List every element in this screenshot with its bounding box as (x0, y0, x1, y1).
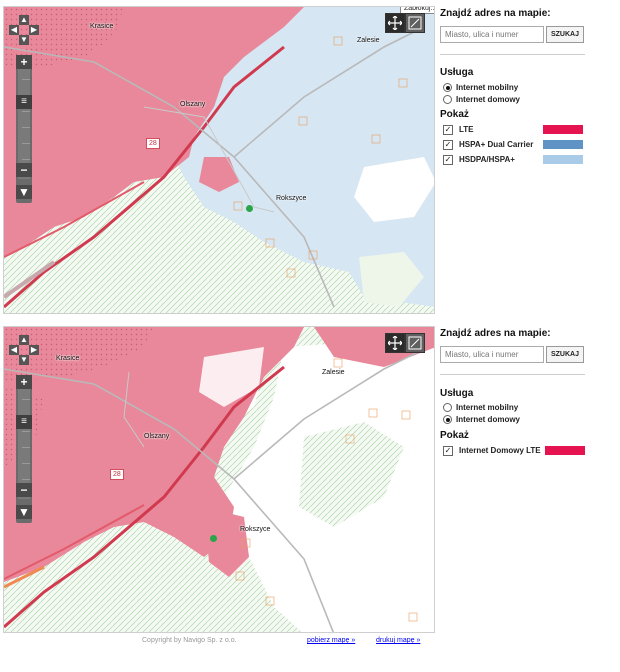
place-label-rokszyce: Rokszyce (240, 526, 271, 533)
layer-label: Internet Domowy LTE (459, 446, 541, 455)
layer-toggle-hspa-dc[interactable]: ✓ HSPA+ Dual Carrier (443, 139, 533, 150)
zoom-in-button[interactable]: + (16, 55, 32, 69)
service-option-label: Internet mobilny (456, 83, 519, 92)
pan-left-icon[interactable]: ◀ (9, 25, 19, 35)
pan-control[interactable]: ▲ ◀ ▶ ▼ (9, 335, 39, 365)
pan-right-icon[interactable]: ▶ (29, 345, 39, 355)
zoom-extent-button[interactable]: ▼ (16, 505, 32, 519)
layer-label: HSPA+ Dual Carrier (459, 140, 534, 149)
service-option-label: Internet mobilny (456, 403, 519, 412)
measure-tool-icon (408, 336, 422, 350)
zoom-control[interactable]: + ≡ − ▼ (16, 375, 32, 523)
search-row: SZUKAJ (440, 346, 585, 363)
zoom-out-button[interactable]: − (16, 483, 32, 497)
road-number-badge: 28 (146, 138, 160, 149)
search-title: Znajdź adres na mapie: (440, 8, 551, 19)
coverage-map-mobile[interactable]: Zabłokuj... ▲ ◀ ▶ ▼ + ≡ − ▼ Krasice Olsz… (3, 6, 435, 314)
show-title: Pokaż (440, 109, 469, 120)
layer-toggle-hsdpa[interactable]: ✓ HSDPA/HSPA+ (443, 154, 515, 165)
place-label-rokszyce: Rokszyce (276, 195, 307, 202)
measure-tool-button[interactable] (405, 13, 425, 33)
radio-selected-icon[interactable] (443, 415, 452, 425)
service-option-label: Internet domowy (456, 95, 521, 104)
zoom-out-button[interactable]: − (16, 163, 32, 177)
radio-unselected-icon[interactable] (443, 403, 452, 413)
radio-unselected-icon[interactable] (443, 95, 452, 105)
search-button[interactable]: SZUKAJ (546, 346, 584, 363)
zoom-extent-button[interactable]: ▼ (16, 185, 32, 199)
pan-right-icon[interactable]: ▶ (29, 25, 39, 35)
move-tool-icon (388, 16, 402, 30)
search-title: Znajdź adres na mapie: (440, 328, 551, 339)
zoom-slider-handle[interactable]: ≡ (16, 415, 32, 429)
service-option-home[interactable]: Internet domowy (443, 94, 520, 105)
legend-swatch-hspa-dc (543, 140, 583, 149)
search-input[interactable] (440, 346, 544, 363)
show-title: Pokaż (440, 430, 469, 441)
search-row: SZUKAJ (440, 26, 585, 43)
legend-swatch-lte (543, 125, 583, 134)
pan-down-icon[interactable]: ▼ (19, 35, 29, 45)
print-map-link[interactable]: drukuj mapę » (376, 637, 421, 644)
checkbox-checked-icon[interactable]: ✓ (443, 154, 453, 165)
measure-tool-button[interactable] (405, 333, 425, 353)
layer-label: HSDPA/HSPA+ (459, 155, 515, 164)
pan-left-icon[interactable]: ◀ (9, 345, 19, 355)
legend-swatch-hsdpa (543, 155, 583, 164)
layer-toggle-home-lte[interactable]: ✓ Internet Domowy LTE (443, 445, 541, 456)
layer-label: LTE (459, 125, 474, 134)
divider (440, 374, 585, 375)
layer-toggle-lte[interactable]: ✓ LTE (443, 124, 474, 135)
zoom-in-button[interactable]: + (16, 375, 32, 389)
place-label-olszany: Olszany (180, 101, 206, 108)
map-terrain (4, 327, 434, 632)
service-title: Usługa (440, 388, 474, 399)
radio-selected-icon[interactable] (443, 83, 452, 93)
pan-up-icon[interactable]: ▲ (19, 335, 29, 345)
pan-down-icon[interactable]: ▼ (19, 355, 29, 365)
measure-tool-icon (408, 16, 422, 30)
service-option-mobile[interactable]: Internet mobilny (443, 82, 518, 93)
service-option-home[interactable]: Internet domowy (443, 414, 520, 425)
pan-up-icon[interactable]: ▲ (19, 15, 29, 25)
move-tool-icon (388, 336, 402, 350)
pan-control[interactable]: ▲ ◀ ▶ ▼ (9, 15, 39, 45)
download-map-link[interactable]: pobierz mapę » (307, 637, 356, 644)
zoom-control[interactable]: + ≡ − ▼ (16, 55, 32, 203)
divider (440, 54, 585, 55)
location-pin-icon[interactable] (210, 535, 217, 542)
road-number-badge: 28 (110, 469, 124, 480)
search-input[interactable] (440, 26, 544, 43)
options-panel-mobile: Znajdź adres na mapie: SZUKAJ Usługa Int… (440, 8, 585, 168)
search-button[interactable]: SZUKAJ (546, 26, 584, 43)
move-tool-button[interactable] (385, 333, 405, 353)
checkbox-checked-icon[interactable]: ✓ (443, 124, 453, 135)
service-option-mobile[interactable]: Internet mobilny (443, 402, 518, 413)
place-label-krasice: Krasice (90, 23, 114, 30)
copyright-text: Copyright by Navigo Sp. z o.o. (142, 637, 237, 644)
place-label-olszany: Olszany (144, 433, 170, 440)
map-terrain (4, 7, 434, 313)
options-panel-home: Znajdź adres na mapie: SZUKAJ Usługa Int… (440, 328, 585, 458)
place-label-zalesie: Zalesie (322, 369, 345, 376)
legend-swatch-home-lte (545, 446, 585, 455)
service-title: Usługa (440, 67, 474, 78)
place-label-zalesie: Zalesie (357, 37, 380, 44)
zoom-slider-handle[interactable]: ≡ (16, 95, 32, 109)
location-pin-icon[interactable] (246, 205, 253, 212)
place-label-krasice: Krasice (56, 355, 80, 362)
coverage-map-home[interactable]: ▲ ◀ ▶ ▼ + ≡ − ▼ Krasice Olszany Rokszyce… (3, 326, 435, 633)
service-option-label: Internet domowy (456, 415, 521, 424)
checkbox-checked-icon[interactable]: ✓ (443, 445, 453, 456)
checkbox-checked-icon[interactable]: ✓ (443, 139, 453, 150)
move-tool-button[interactable] (385, 13, 405, 33)
